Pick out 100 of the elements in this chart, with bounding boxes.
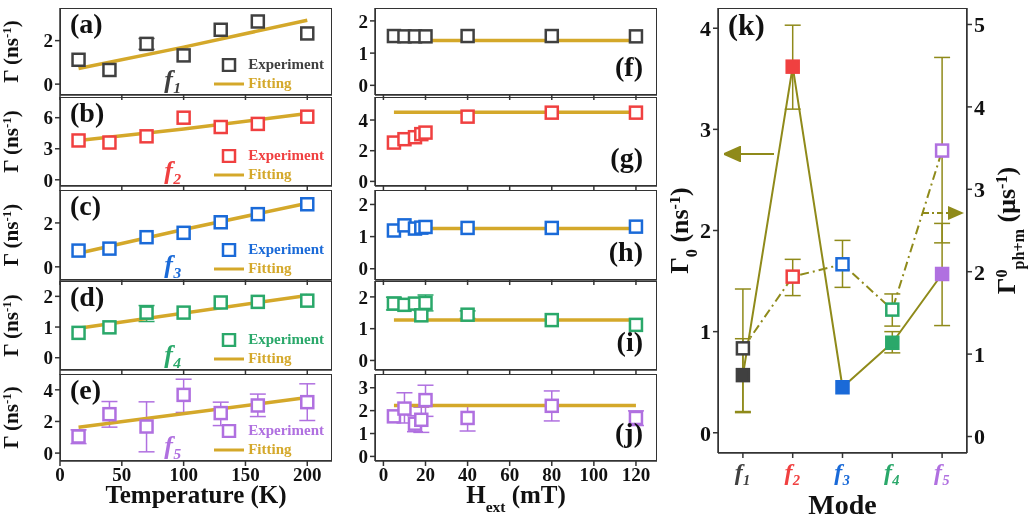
point xyxy=(885,302,900,317)
point xyxy=(139,229,154,245)
y-tick-label: 1 xyxy=(358,226,368,248)
y-tick-label: 0 xyxy=(358,75,368,97)
annotation: (f) xyxy=(615,51,643,83)
y2-tick-label: 3 xyxy=(974,177,985,203)
point xyxy=(418,392,433,408)
y-tick-label: 4 xyxy=(700,16,711,42)
y-tick-label: 1 xyxy=(358,423,368,445)
legend-label: Fitting xyxy=(248,349,292,368)
legend-label: Fitting xyxy=(248,259,292,278)
y-tick-label: 3 xyxy=(700,117,711,143)
point xyxy=(300,293,315,308)
point xyxy=(300,109,315,124)
y-tick-label: 0 xyxy=(43,73,53,95)
point xyxy=(785,59,800,74)
y-tick-label: 3 xyxy=(43,138,53,160)
y-tick-label: 2 xyxy=(43,286,53,308)
y-tick-label: 0 xyxy=(358,350,368,372)
annotation: (i) xyxy=(616,326,643,358)
annotation: (a) xyxy=(70,8,103,40)
point xyxy=(934,266,950,282)
point xyxy=(213,22,228,37)
y2-tick-label: 2 xyxy=(974,259,985,285)
y-tick-label: 1 xyxy=(700,319,711,345)
point xyxy=(176,387,191,403)
y-tick-label: 2 xyxy=(43,212,53,234)
point xyxy=(139,129,154,144)
y-tick-label: 6 xyxy=(43,107,53,129)
point xyxy=(71,243,86,258)
point xyxy=(102,241,117,256)
y-tick-label: 0 xyxy=(358,258,368,280)
annotation: (k) xyxy=(728,8,765,42)
legend-label: Experiment xyxy=(248,421,324,440)
point xyxy=(628,317,644,333)
point xyxy=(300,197,315,212)
point xyxy=(213,295,228,310)
y2-tick-label: 0 xyxy=(974,424,985,450)
point xyxy=(544,105,560,120)
point xyxy=(102,406,117,422)
point xyxy=(250,116,266,132)
point xyxy=(835,380,850,395)
point xyxy=(785,269,800,284)
x-tick-label: 0 xyxy=(378,464,389,486)
legend-label: Fitting xyxy=(248,440,292,459)
point xyxy=(250,398,266,413)
x-tick-label: 120 xyxy=(621,464,651,486)
annotation: (h) xyxy=(608,236,643,268)
legend-label: Experiment xyxy=(248,240,324,259)
y-tick-label: 2 xyxy=(358,400,368,422)
y2-tick-label: 5 xyxy=(974,12,985,38)
y-tick-label: 0 xyxy=(43,347,53,369)
y-tick-label: 4 xyxy=(43,379,54,401)
y-tick-label: 3 xyxy=(358,377,368,399)
point xyxy=(735,367,751,383)
point xyxy=(735,341,751,356)
x-axis-title: Mode xyxy=(808,489,877,518)
point xyxy=(102,320,117,335)
y-tick-label: 2 xyxy=(43,411,53,433)
y-tick-label: 0 xyxy=(43,256,53,278)
point xyxy=(102,62,117,78)
annotation: f₃ xyxy=(164,250,182,280)
x-tick-label: f₃ xyxy=(834,459,851,485)
annotation: f₄ xyxy=(164,340,182,370)
point xyxy=(460,109,475,124)
annotation: f₅ xyxy=(164,431,182,461)
point xyxy=(250,206,266,222)
point xyxy=(300,394,315,410)
point xyxy=(176,110,191,125)
point xyxy=(418,125,433,140)
point xyxy=(414,412,429,428)
x-tick-label: 200 xyxy=(293,464,322,486)
x-tick-label: f₂ xyxy=(784,459,801,485)
point xyxy=(71,325,86,341)
point xyxy=(71,52,86,68)
y-tick-label: 4 xyxy=(358,109,369,131)
point xyxy=(250,14,266,29)
y-tick-label: 0 xyxy=(700,420,711,446)
y-tick-label: 0 xyxy=(43,169,53,191)
annotation: (g) xyxy=(610,142,643,174)
annotation: (j) xyxy=(615,417,643,449)
legend-label: Experiment xyxy=(248,55,324,74)
point xyxy=(213,119,228,135)
x-tick-label: 20 xyxy=(416,464,436,486)
y-tick-label: 2 xyxy=(358,194,368,216)
point xyxy=(628,105,644,120)
y-tick-label: 1 xyxy=(358,42,368,64)
y-tick-label: 1 xyxy=(43,316,53,338)
point xyxy=(544,312,560,328)
y-tick-label: 2 xyxy=(358,286,368,308)
point xyxy=(544,398,560,414)
point xyxy=(71,133,86,148)
legend-label: Fitting xyxy=(248,74,292,93)
annotation: f₂ xyxy=(164,156,182,186)
x-tick-label: f₅ xyxy=(933,459,951,485)
legend-label: Experiment xyxy=(248,146,324,165)
x-tick-label: 100 xyxy=(579,464,609,486)
y2-tick-label: 4 xyxy=(974,94,985,120)
annotation: (e) xyxy=(70,374,102,406)
y-tick-label: 2 xyxy=(358,10,368,32)
